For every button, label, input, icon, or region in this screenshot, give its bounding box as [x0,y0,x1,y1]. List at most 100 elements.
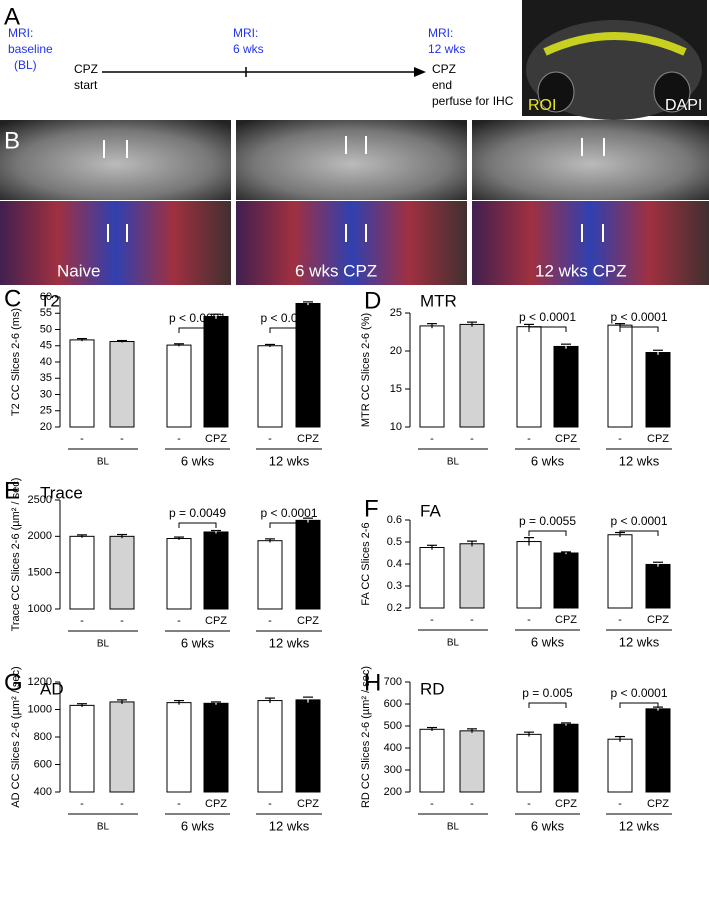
panel-letter: C [4,285,21,312]
group-label: BL [97,457,110,468]
y-axis-label: AD CC Slices 2-6 (µm² / sec) [10,666,22,807]
significance-bracket [269,327,309,333]
timeline-label: start [74,78,98,92]
dti-image [236,201,467,285]
dti-image [472,201,709,285]
significance-label: p < 0.0001 [610,310,667,324]
panel-letter: F [364,495,379,522]
timeline-label: MRI: [8,26,33,40]
timeline-label: 6 wks [233,42,264,56]
y-tick-label: 0.2 [387,602,402,614]
timeline-label: baseline [8,42,53,56]
bar [607,534,633,609]
group-label: 6 wks [531,634,565,649]
significance-label: p < 0.0001 [610,514,667,528]
dti-image [0,201,231,285]
bar [553,552,579,609]
bar [459,730,485,793]
bar [419,728,445,793]
y-axis-label: RD CC Slices 2-6 (µm² / sec) [360,666,372,808]
y-tick-label: 1000 [28,603,52,615]
group-label: BL [447,822,460,833]
group-label: BL [97,639,110,650]
bar [295,303,321,428]
x-tick-label: CPZ [647,798,669,810]
bar [166,344,192,428]
group-label: 12 wks [269,818,310,833]
roi-label: ROI [528,97,556,114]
panel-letter: G [4,669,23,696]
timeline-arrow [414,67,426,77]
group-label: 6 wks [181,818,215,833]
x-tick-label: - [430,798,434,810]
significance-label: p = 0.0055 [519,514,576,528]
ventricle [537,71,575,113]
bar [257,700,283,793]
x-tick-label: - [430,433,434,445]
timeline-label: perfuse for IHC [432,94,514,108]
timeline-label: MRI: [233,26,258,40]
image-label: 6 wks CPZ [295,261,377,280]
group-label: 6 wks [181,635,215,650]
bar [109,701,135,793]
panel-letter: B [4,127,20,154]
group-label: 12 wks [619,453,660,468]
significance-bracket [528,702,567,708]
arrows [103,136,605,242]
y-tick-label: 200 [384,786,402,798]
bar [516,733,542,793]
chart-title: Trace [40,483,83,502]
x-tick-label: - [268,433,272,445]
significance-bracket [178,522,217,528]
dapi-label: DAPI [665,97,702,114]
bar [645,563,671,609]
timeline-label: MRI: [428,26,453,40]
bar [607,324,633,428]
y-tick-label: 0.6 [387,514,402,526]
bar [109,341,135,428]
significance-label: p < 0.0001 [169,311,226,325]
x-tick-label: - [120,798,124,810]
panel-a: A MRI: baseline (BL) CPZ start MRI: 6 wk… [4,0,707,120]
chart-title: AD [40,679,64,698]
y-tick-label: 700 [384,676,402,688]
x-tick-label: CPZ [297,615,319,627]
chart-title: FA [420,501,441,520]
x-tick-label: CPZ [647,433,669,445]
bar [69,704,95,793]
t2-image [236,120,467,200]
significance-label: p < 0.0001 [610,686,667,700]
y-tick-label: 500 [384,720,402,732]
bar [419,325,445,428]
y-tick-label: 0.3 [387,580,402,592]
group-label: 12 wks [619,634,660,649]
ventricle [653,71,691,113]
x-tick-label: CPZ [647,614,669,626]
y-tick-label: 1200 [28,676,52,688]
bar [203,531,229,610]
bar [69,339,95,428]
significance-label: p < 0.0001 [260,311,317,325]
image-label: Naive [57,261,100,280]
bar [109,535,135,610]
y-tick-label: 0.5 [387,536,402,548]
bar [257,540,283,610]
x-tick-label: CPZ [555,433,577,445]
group-label: 6 wks [181,453,215,468]
y-tick-label: 0.4 [387,558,402,570]
bar [553,345,579,428]
y-axis-label: T2 CC Slices 2-6 (ms) [10,308,22,416]
bar [203,702,229,793]
significance-bracket [619,702,659,708]
x-tick-label: CPZ [555,798,577,810]
y-tick-label: 10 [390,421,402,433]
panel-letter: A [4,3,20,30]
timeline-label: 12 wks [428,42,465,56]
x-tick-label: - [120,615,124,627]
significance-bracket [619,530,659,536]
bar [516,541,542,609]
y-tick-label: 600 [34,758,52,770]
group-label: BL [447,457,460,468]
panel-letter: D [364,287,381,314]
panel-b: B Naive 6 wks CPZ 12 wks CPZ [0,120,709,285]
